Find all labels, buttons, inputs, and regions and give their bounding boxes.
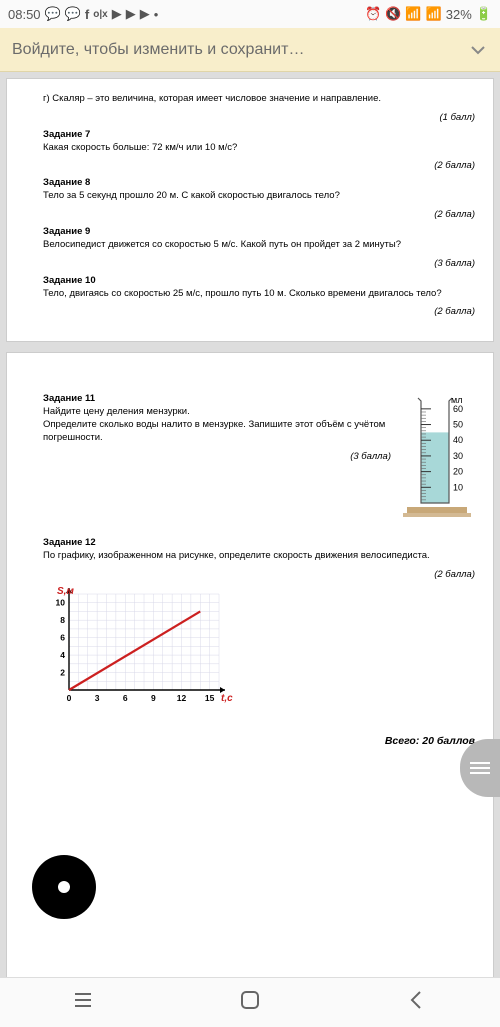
- task-10-body: Тело, двигаясь со скоростью 25 м/с, прош…: [43, 288, 442, 299]
- task-7-points: (2 балла): [43, 160, 475, 171]
- task-9-body: Велосипедист движется со скоростью 5 м/с…: [43, 239, 401, 250]
- battery-icon: 🔋: [476, 6, 492, 22]
- task-10: Задание 10 Тело, двигаясь со скоростью 2…: [43, 275, 475, 301]
- svg-text:8: 8: [60, 615, 65, 625]
- youtube-icon: ▶: [140, 6, 150, 22]
- home-icon: [238, 988, 262, 1012]
- task-12-points: (2 балла): [43, 569, 475, 580]
- task-11-points: (3 балла): [43, 451, 391, 462]
- svg-text:4: 4: [60, 650, 65, 660]
- task-12-body: По графику, изображенном на рисунке, опр…: [43, 550, 430, 561]
- facebook-icon: f: [85, 7, 89, 22]
- svg-text:3: 3: [95, 693, 100, 703]
- svg-text:6: 6: [123, 693, 128, 703]
- back-icon: [405, 988, 429, 1012]
- svg-text:30: 30: [453, 451, 463, 461]
- svg-text:9: 9: [151, 693, 156, 703]
- content-scroll[interactable]: г) Скаляр – это величина, которая имеет …: [0, 72, 500, 977]
- back-button[interactable]: [405, 988, 429, 1017]
- task-6-extra: г) Скаляр – это величина, которая имеет …: [43, 93, 475, 106]
- signal-icon: 📶: [426, 6, 442, 22]
- recents-button[interactable]: [71, 988, 95, 1017]
- total-points: Всего: 20 баллов: [43, 735, 475, 747]
- task-8: Задание 8 Тело за 5 секунд прошло 20 м. …: [43, 177, 475, 203]
- svg-text:S,м: S,м: [57, 586, 74, 597]
- menu-icon: [470, 761, 490, 775]
- task-8-title: Задание 8: [43, 177, 90, 188]
- task-10-points: (2 балла): [43, 306, 475, 317]
- nav-bar: [0, 977, 500, 1027]
- cylinder-figure: 60 50 40 30 20 10 мл: [399, 393, 475, 523]
- youtube-icon: ▶: [126, 6, 136, 22]
- svg-text:10: 10: [56, 598, 66, 608]
- svg-text:40: 40: [453, 436, 463, 446]
- task-11-l2: Определите сколько воды налито в мензурк…: [43, 419, 385, 443]
- task-9-points: (3 балла): [43, 258, 475, 269]
- record-button[interactable]: [32, 855, 96, 919]
- status-left: 08:50 💬 💬 f о|х ▶ ▶ ▶ •: [8, 6, 158, 22]
- card-tasks-6-10: г) Скаляр – это величина, которая имеет …: [6, 78, 494, 342]
- task-11-row: Задание 11 Найдите цену деления мензурки…: [43, 393, 475, 523]
- chat-icon: 💬: [65, 6, 81, 22]
- task-7-title: Задание 7: [43, 129, 90, 140]
- task-9-title: Задание 9: [43, 226, 90, 237]
- status-time: 08:50: [8, 7, 41, 22]
- wifi-icon: 📶: [405, 6, 421, 22]
- task-8-body: Тело за 5 секунд прошло 20 м. С какой ск…: [43, 190, 340, 201]
- task-12: Задание 12 По графику, изображенном на р…: [43, 537, 475, 563]
- header-title: Войдите, чтобы изменить и сохранит…: [12, 41, 468, 59]
- task-11-l1: Найдите цену деления мензурки.: [43, 406, 190, 417]
- svg-text:20: 20: [453, 467, 463, 477]
- svg-text:15: 15: [205, 693, 215, 703]
- recents-icon: [71, 988, 95, 1012]
- youtube-icon: ▶: [112, 6, 122, 22]
- task-9: Задание 9 Велосипедист движется со скоро…: [43, 226, 475, 252]
- header-bar[interactable]: Войдите, чтобы изменить и сохранит…: [0, 28, 500, 72]
- svg-text:10: 10: [453, 483, 463, 493]
- svg-text:2: 2: [60, 667, 65, 677]
- chevron-down-icon[interactable]: [468, 40, 488, 60]
- svg-text:60: 60: [453, 404, 463, 414]
- svg-text:6: 6: [60, 633, 65, 643]
- task-11-title: Задание 11: [43, 393, 95, 404]
- home-button[interactable]: [238, 988, 262, 1017]
- status-right: ⏰ 🔇 📶 📶 32% 🔋: [365, 6, 492, 22]
- task-7: Задание 7 Какая скорость больше: 72 км/ч…: [43, 129, 475, 155]
- task-12-title: Задание 12: [43, 537, 96, 548]
- graph-figure: 0 3 6 9 12 15 2 4 6 8 10S,м t,c: [43, 586, 233, 706]
- status-bar: 08:50 💬 💬 f о|х ▶ ▶ ▶ • ⏰ 🔇 📶 📶 32% 🔋: [0, 0, 500, 28]
- svg-text:0: 0: [67, 693, 72, 703]
- task-8-points: (2 балла): [43, 209, 475, 220]
- task-10-title: Задание 10: [43, 275, 96, 286]
- task-6-points: (1 балл): [43, 112, 475, 123]
- task-7-body: Какая скорость больше: 72 км/ч или 10 м/…: [43, 142, 237, 153]
- battery-text: 32%: [446, 7, 472, 22]
- svg-text:мл: мл: [451, 395, 462, 405]
- task-11: Задание 11 Найдите цену деления мензурки…: [43, 393, 391, 444]
- olx-icon: о|х: [93, 9, 107, 20]
- alarm-icon: ⏰: [365, 6, 381, 22]
- svg-text:50: 50: [453, 420, 463, 430]
- more-icon: •: [154, 7, 159, 22]
- mute-icon: 🔇: [385, 6, 401, 22]
- svg-text:t,c: t,c: [221, 693, 233, 704]
- chat-icon: 💬: [45, 6, 61, 22]
- svg-text:12: 12: [177, 693, 187, 703]
